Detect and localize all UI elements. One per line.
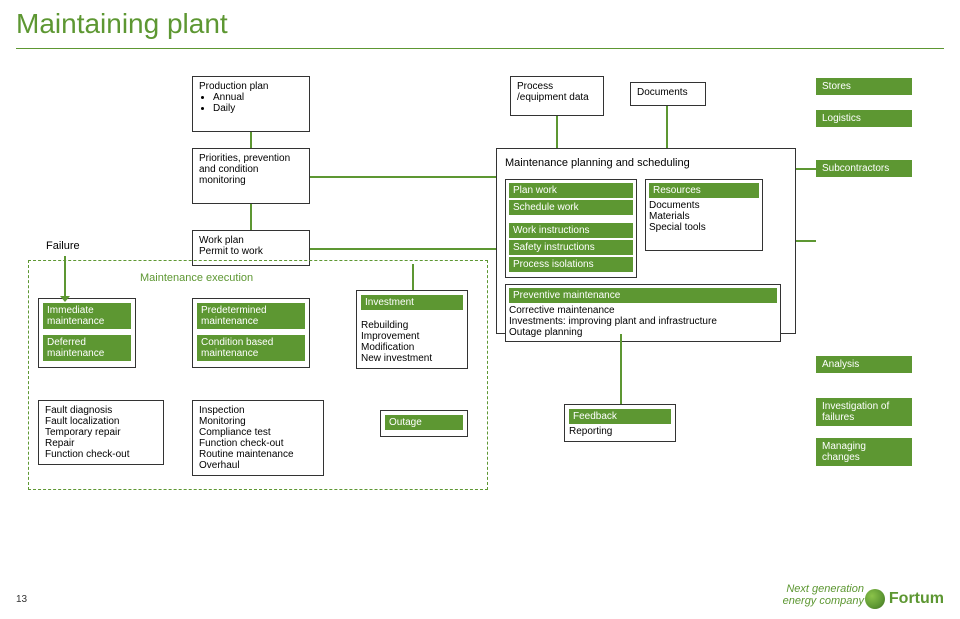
page-number: 13: [16, 594, 27, 605]
plan-work-l1: Plan work: [509, 183, 633, 198]
planning-box: Maintenance planning and scheduling Plan…: [496, 148, 796, 334]
arrow: [310, 248, 496, 250]
managing-bar: Managing changes: [816, 438, 912, 466]
work-plan-l1: Work plan: [199, 235, 303, 246]
plan-work-l2: Schedule work: [509, 200, 633, 215]
title-underline: [16, 48, 944, 49]
prod-item-annual: Annual: [213, 92, 303, 103]
arrow: [310, 176, 496, 178]
process-data-box: Process /equipment data: [510, 76, 604, 116]
prod-item-daily: Daily: [213, 103, 303, 114]
pm-box: Preventive maintenance Corrective mainte…: [505, 284, 781, 342]
production-plan-header: Production plan: [199, 81, 303, 92]
inv-l1: Rebuilding: [361, 320, 463, 331]
arrow-head-icon: [60, 296, 70, 302]
fault-l2: Fault localization: [45, 416, 157, 427]
inspection-list-box: Inspection Monitoring Compliance test Fu…: [192, 400, 324, 476]
pm-l2: Corrective maintenance: [509, 305, 777, 316]
logo: Fortum: [865, 589, 944, 609]
priorities-box: Priorities, prevention and condition mon…: [192, 148, 310, 204]
inv-l4: New investment: [361, 353, 463, 364]
insp-l6: Overhaul: [199, 460, 317, 471]
arrow: [64, 256, 66, 298]
condition-based-bar: Condition based maintenance: [197, 335, 305, 361]
work-plan-l2: Permit to work: [199, 246, 303, 257]
fault-l1: Fault diagnosis: [45, 405, 157, 416]
arrow: [250, 204, 252, 230]
arrow: [796, 168, 816, 170]
fault-l4: Repair: [45, 438, 157, 449]
insp-l1: Inspection: [199, 405, 317, 416]
production-plan-box: Production plan Annual Daily: [192, 76, 310, 132]
investigation-bar: Investigation of failures: [816, 398, 912, 426]
execution-label: Maintenance execution: [140, 272, 253, 284]
feedback-box: Feedback Reporting: [564, 404, 676, 442]
arrow: [250, 132, 252, 148]
resources-l2: Documents: [649, 200, 759, 211]
inv-l3: Modification: [361, 342, 463, 353]
inv-l2: Improvement: [361, 331, 463, 342]
fault-list-box: Fault diagnosis Fault localization Tempo…: [38, 400, 164, 465]
pm-l3: Investments: improving plant and infrast…: [509, 316, 777, 327]
resources-box: Resources Documents Materials Special to…: [645, 179, 763, 251]
arrow: [412, 264, 414, 290]
fault-l3: Temporary repair: [45, 427, 157, 438]
analysis-bar: Analysis: [816, 356, 912, 373]
resources-l4: Special tools: [649, 222, 759, 233]
stores-bar: Stores: [816, 78, 912, 95]
resources-l3: Materials: [649, 211, 759, 222]
plan-work-l3: Work instructions: [509, 223, 633, 238]
arrow: [556, 116, 558, 148]
predet-cond-box: Predetermined maintenance Condition base…: [192, 298, 310, 368]
insp-l3: Compliance test: [199, 427, 317, 438]
plan-work-l4: Safety instructions: [509, 240, 633, 255]
pm-l4: Outage planning: [509, 327, 777, 338]
arrow: [620, 334, 622, 404]
insp-l4: Function check-out: [199, 438, 317, 449]
investment-bar: Investment: [361, 295, 463, 310]
planning-label: Maintenance planning and scheduling: [505, 157, 787, 169]
outage-box: Outage: [380, 410, 468, 437]
logo-circle-icon: [865, 589, 885, 609]
plan-work-l5: Process isolations: [509, 257, 633, 272]
insp-l5: Routine maintenance: [199, 449, 317, 460]
feedback-l1: Feedback: [569, 409, 671, 424]
pm-l1: Preventive maintenance: [509, 288, 777, 303]
deferred-bar: Deferred maintenance: [43, 335, 131, 361]
predetermined-bar: Predetermined maintenance: [197, 303, 305, 329]
feedback-l2: Reporting: [569, 426, 671, 437]
insp-l2: Monitoring: [199, 416, 317, 427]
documents-box: Documents: [630, 82, 706, 106]
investment-box: Investment Rebuilding Improvement Modifi…: [356, 290, 468, 369]
fault-l5: Function check-out: [45, 449, 157, 460]
subcontractors-bar: Subcontractors: [816, 160, 912, 177]
immediate-bar: Immediate maintenance: [43, 303, 131, 329]
immediate-deferred-box: Immediate maintenance Deferred maintenan…: [38, 298, 136, 368]
logistics-bar: Logistics: [816, 110, 912, 127]
resources-l1: Resources: [649, 183, 759, 198]
logo-text: Fortum: [889, 590, 944, 608]
plan-work-box: Plan work Schedule work Work instruction…: [505, 179, 637, 278]
arrow: [666, 106, 668, 148]
failure-label: Failure: [46, 240, 80, 252]
footer-tagline: Next generation energy company: [783, 583, 864, 607]
page-title: Maintaining plant: [16, 8, 228, 40]
outage-bar: Outage: [385, 415, 463, 430]
arrow: [796, 240, 816, 242]
